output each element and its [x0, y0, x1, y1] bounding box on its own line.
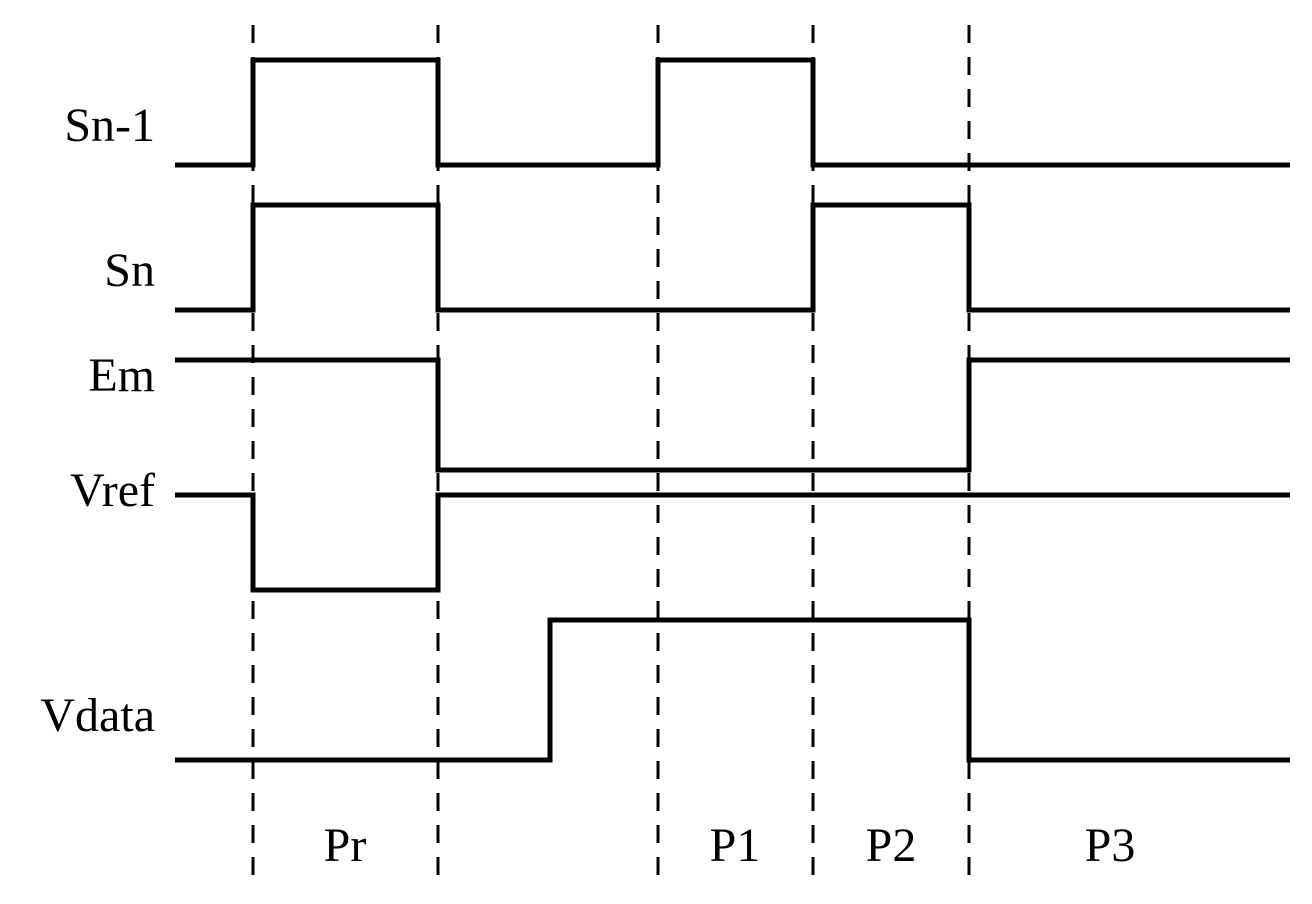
- waveform-em: [175, 360, 1290, 470]
- phase-label-p3: P3: [1085, 819, 1136, 872]
- signal-label-vdata: Vdata: [40, 689, 155, 742]
- timing-diagram-container: Sn-1 Sn Em Vref Vdata Pr P1 P2 P3: [0, 0, 1312, 904]
- waveform-vdata: [175, 620, 1290, 760]
- signal-label-em: Em: [88, 349, 155, 402]
- phase-label-p1: P1: [710, 819, 761, 872]
- waveform-vref: [175, 495, 1290, 590]
- waveform-sn1: [175, 60, 1290, 165]
- phase-label-pr: Pr: [324, 819, 367, 872]
- waveform-sn: [175, 205, 1290, 310]
- timing-diagram-svg: Sn-1 Sn Em Vref Vdata Pr P1 P2 P3: [0, 0, 1312, 904]
- phase-label-p2: P2: [866, 819, 917, 872]
- signal-label-sn1: Sn-1: [64, 99, 155, 152]
- signal-label-sn: Sn: [104, 244, 155, 297]
- signal-label-vref: Vref: [70, 464, 155, 517]
